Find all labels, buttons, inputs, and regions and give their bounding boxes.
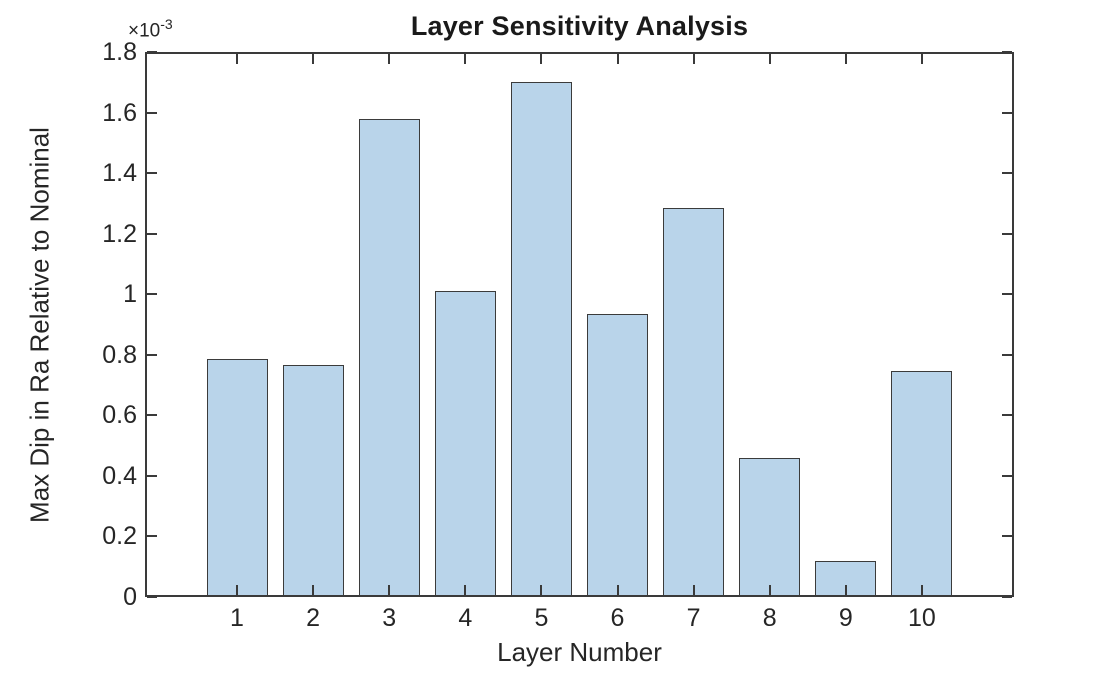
y-tick-label: 0 [123,583,137,611]
x-axis-label: Layer Number [497,637,662,667]
bar-layer-6 [587,313,648,597]
y-tick-label: 0.2 [102,522,137,551]
y-tick-label: 1.8 [102,38,137,66]
x-tick-label: 7 [686,604,701,632]
y-tick-label: 0.4 [102,461,137,490]
x-tick-label: 6 [610,604,625,632]
y-axis-exponent: ×10-3 [128,16,173,42]
y-axis-label: Max Dip in Ra Relative to Nominal [24,127,55,523]
bar-layer-5 [510,82,572,597]
bar-layer-2 [282,365,344,597]
x-tick-label: 10 [907,604,936,632]
chart-title: Layer Sensitivity Analysis [410,11,749,41]
bar-layer-3 [358,118,420,597]
y-tick-label: 1.4 [102,159,137,188]
bar-layer-7 [663,207,725,597]
x-tick-label: 4 [458,604,473,632]
bar-layer-1 [206,359,268,597]
x-tick-label: 8 [762,604,777,632]
bar-layer-4 [434,291,496,597]
x-tick-label: 9 [838,604,853,632]
bar-layer-9 [815,560,877,597]
bar-layer-10 [891,371,953,597]
y-tick-label: 1.6 [102,98,137,127]
x-tick-label: 3 [382,604,397,632]
y-tick-label: 0.6 [102,401,137,430]
y-tick-label: 0.8 [102,340,137,369]
x-tick-label: 2 [306,604,321,632]
exponent-power: -3 [160,16,173,32]
plot-area [145,52,1014,597]
bar-layer-8 [739,457,801,597]
y-tick-label: 1.2 [102,219,137,248]
exponent-base: ×10 [128,20,161,42]
x-tick-label: 5 [534,604,549,632]
y-tick-label: 1 [123,280,137,309]
x-tick-label: 1 [230,604,244,632]
